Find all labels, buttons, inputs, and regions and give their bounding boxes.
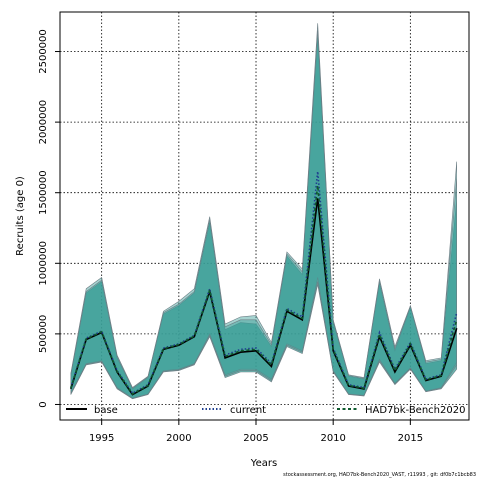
y-tick-label-2: 1000000 xyxy=(38,241,49,286)
y-axis-title: Recruits (age 0) xyxy=(15,176,26,256)
legend-label-current: current xyxy=(230,405,266,416)
legend-label-base: base xyxy=(94,405,118,416)
x-tick-label-0: 1995 xyxy=(89,433,114,444)
legend: base current HAD7bk-Bench2020 xyxy=(66,405,465,416)
y-tick-label-4: 2000000 xyxy=(38,100,49,145)
x-tick-label-1: 2000 xyxy=(166,433,191,444)
plot-frame xyxy=(59,11,470,421)
line-base xyxy=(70,198,458,396)
y-tick-label-5: 2500000 xyxy=(38,29,49,74)
x-tick-label-4: 2015 xyxy=(398,433,423,444)
footer-source-text: stockassessment.org, HAD7bk-Bench2020_VA… xyxy=(283,472,476,478)
y-axis: 0 500000 1000000 1500000 2000000 2500000 xyxy=(38,29,60,408)
y-tick-label-1: 500000 xyxy=(38,315,49,353)
x-axis: 1995 2000 2005 2010 2015 xyxy=(89,420,423,444)
x-axis-title: Years xyxy=(250,458,277,469)
series-lines xyxy=(70,171,458,396)
x-tick-label-3: 2010 xyxy=(320,433,345,444)
y-tick-label-0: 0 xyxy=(38,401,49,407)
x-tick-label-2: 2005 xyxy=(243,433,268,444)
line-current xyxy=(70,171,458,395)
legend-label-HAD7bk-Bench2020: HAD7bk-Bench2020 xyxy=(365,405,465,416)
y-tick-label-3: 1500000 xyxy=(38,170,49,215)
